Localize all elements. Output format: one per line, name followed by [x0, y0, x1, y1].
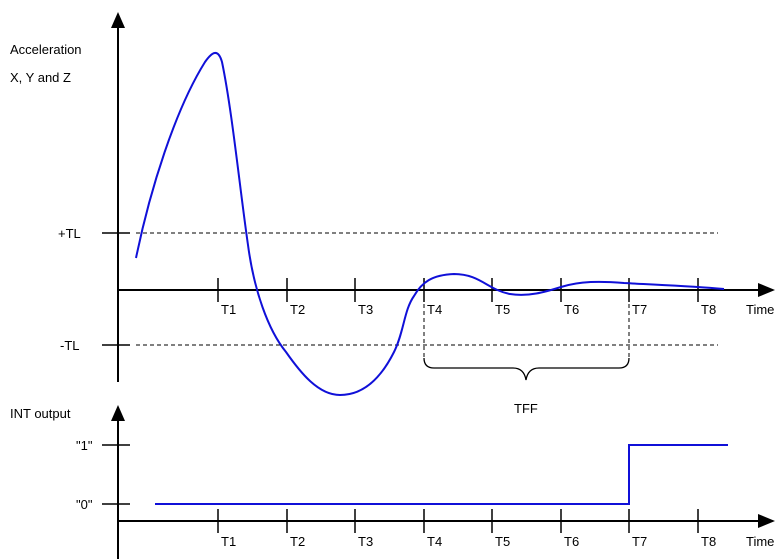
upper-tick-label-t8: T8: [701, 302, 716, 317]
lower-tick-label-t3: T3: [358, 534, 373, 549]
upper-tick-label-t4: T4: [427, 302, 442, 317]
lower-x-axis-arrow-icon: [758, 514, 775, 528]
upper-y-label-line2: X, Y and Z: [10, 70, 71, 85]
upper-x-label: Time: [746, 302, 774, 317]
lower-x-label: Time: [746, 534, 774, 549]
lower-tick-label-t6: T6: [564, 534, 579, 549]
int-output-signal: [155, 444, 728, 505]
plus-threshold-label: +TL: [58, 226, 81, 241]
lower-time-ticks: [217, 509, 699, 533]
lower-tick-label-t2: T2: [290, 534, 305, 549]
upper-tick-label-t2: T2: [290, 302, 305, 317]
lower-tick-label-t4: T4: [427, 534, 442, 549]
lower-tick-label-t8: T8: [701, 534, 716, 549]
level-high-label: "1": [76, 438, 93, 453]
lower-tick-label-t7: T7: [632, 534, 647, 549]
upper-y-label-line1: Acceleration: [10, 42, 82, 57]
upper-plot: Acceleration X, Y and Z +TL -TL T1 T2 T3…: [10, 12, 775, 416]
upper-x-axis-arrow-icon: [758, 283, 775, 297]
upper-time-ticks: [217, 278, 699, 302]
acceleration-curve: [135, 52, 725, 397]
level-low-label: "0": [76, 497, 93, 512]
tff-label: TFF: [514, 401, 538, 416]
upper-tick-label-t6: T6: [564, 302, 579, 317]
tff-brace: [423, 357, 630, 381]
lower-plot: INT output "1" "0" T1 T2 T3 T4 T5 T6 T7 …: [10, 405, 775, 559]
upper-y-axis-arrow-icon: [111, 12, 125, 28]
lower-tick-label-t5: T5: [495, 534, 510, 549]
lower-y-label: INT output: [10, 406, 71, 421]
upper-tick-label-t1: T1: [221, 302, 236, 317]
upper-tick-label-t5: T5: [495, 302, 510, 317]
upper-tick-label-t3: T3: [358, 302, 373, 317]
lower-y-axis-arrow-icon: [111, 405, 125, 421]
lower-tick-label-t1: T1: [221, 534, 236, 549]
upper-tick-label-t7: T7: [632, 302, 647, 317]
minus-threshold-label: -TL: [60, 338, 80, 353]
